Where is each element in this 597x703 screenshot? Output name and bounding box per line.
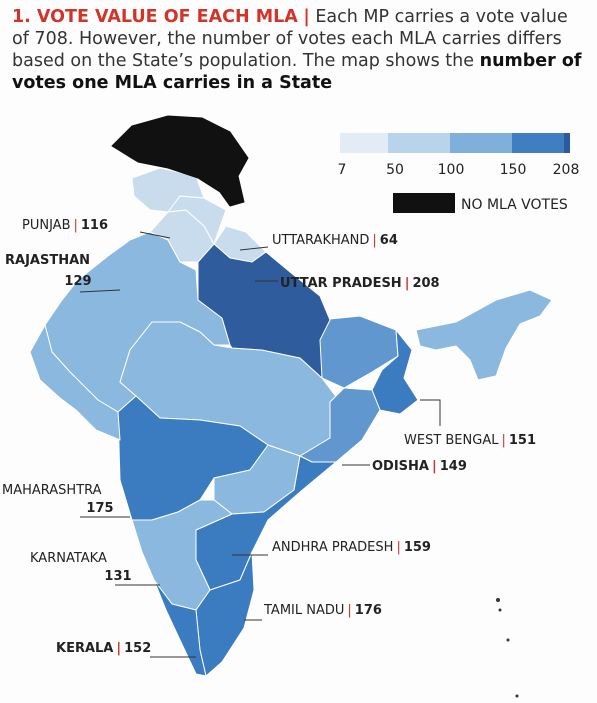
legend-tick-100: 100: [438, 162, 465, 178]
state-northeast: [415, 289, 553, 381]
island-dot: [506, 638, 510, 642]
label-rajasthan-value: 129: [64, 274, 91, 289]
header-separator: |: [303, 7, 310, 27]
legend-tick-50: 50: [386, 162, 404, 178]
legend-swatch-2: [388, 133, 450, 153]
legend-tick-7: 7: [338, 162, 347, 178]
state-gujarat: [29, 324, 121, 441]
state-jammu-kashmir: [111, 115, 249, 207]
label-andhra-pradesh: ANDHRA PRADESH | 159: [272, 540, 431, 555]
header-text: 1. VOTE VALUE OF EACH MLA | Each MP carr…: [12, 6, 587, 94]
leader-uttarakhand: [239, 246, 269, 251]
legend-tick-150: 150: [500, 162, 527, 178]
label-rajasthan-name: RAJASTHAN: [5, 253, 90, 268]
legend-swatch-4: [512, 133, 564, 153]
legend-no-votes-swatch: [393, 193, 455, 213]
label-odisha: ODISHA | 149: [372, 459, 467, 474]
label-tamil-nadu: TAMIL NADU | 176: [263, 603, 382, 618]
label-west-bengal: WEST BENGAL | 151: [404, 433, 536, 448]
state-west-bengal: [371, 329, 419, 415]
legend-swatch-1: [340, 133, 388, 153]
state-labels: PUNJAB | 116 RAJASTHAN 129 UTTARAKHAND | 64 …: [2, 218, 536, 656]
label-maharashtra-value: 175: [86, 501, 113, 516]
state-jk-fringe: [131, 167, 205, 213]
state-kerala: [153, 579, 207, 677]
legend-tick-208: 208: [553, 162, 580, 178]
leader-rajasthan: [79, 289, 121, 293]
label-punjab: PUNJAB | 116: [22, 218, 108, 233]
island-dot: [496, 598, 500, 602]
header-description: Each MP carries a vote value of 708. How…: [12, 7, 568, 71]
label-kerala: KERALA | 152: [56, 641, 151, 656]
label-maharashtra-name: MAHARASHTRA: [2, 483, 102, 498]
island-dot: [515, 694, 519, 698]
label-karnataka-name: KARNATAKA: [30, 551, 107, 566]
legend-no-votes-label: NO MLA VOTES: [461, 197, 568, 213]
legend-swatch-3: [450, 133, 512, 153]
header-bold-text: number of votes one MLA carries in a Sta…: [12, 51, 582, 93]
leader-west-bengal: [420, 399, 441, 426]
legend: 7 50 100 150 208 NO MLA VOTES: [338, 133, 580, 213]
label-uttar-pradesh: UTTAR PRADESH | 208: [280, 276, 440, 291]
label-uttarakhand: UTTARAKHAND | 64: [272, 233, 398, 248]
label-karnataka-value: 131: [104, 569, 131, 584]
island-dot: [498, 608, 502, 612]
state-uttar-pradesh: [197, 243, 331, 379]
legend-swatch-5: [564, 133, 570, 153]
leader-punjab: [139, 231, 171, 239]
header-title: 1. VOTE VALUE OF EACH MLA: [12, 7, 298, 27]
leader-lines: [79, 231, 441, 658]
state-odisha: [299, 387, 381, 463]
map-states: [29, 115, 553, 698]
